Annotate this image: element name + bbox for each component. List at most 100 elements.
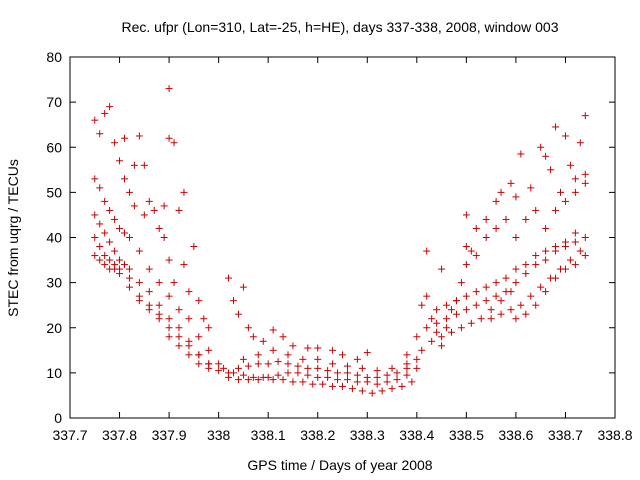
data-point	[576, 247, 584, 255]
data-point	[472, 252, 480, 260]
data-point	[170, 139, 178, 147]
data-point	[125, 283, 133, 291]
data-point	[532, 252, 540, 260]
y-tick-label: 20	[46, 320, 62, 336]
data-point	[462, 261, 470, 269]
data-point	[269, 346, 277, 354]
data-point	[383, 371, 391, 379]
data-point	[284, 360, 292, 368]
data-point	[284, 351, 292, 359]
data-point	[259, 337, 267, 345]
data-point	[552, 243, 560, 251]
data-point	[388, 385, 396, 393]
data-point	[249, 373, 257, 381]
x-tick-label: 337.9	[152, 427, 187, 443]
data-point	[428, 337, 436, 345]
data-point	[185, 342, 193, 350]
data-point	[145, 265, 153, 273]
data-point	[512, 234, 520, 241]
data-point	[130, 161, 138, 169]
data-point	[448, 328, 455, 336]
data-point	[155, 301, 163, 309]
data-point	[254, 360, 262, 368]
data-point	[165, 292, 173, 300]
data-point	[279, 333, 287, 341]
data-point	[225, 373, 233, 381]
data-point	[492, 224, 500, 232]
data-point	[571, 175, 579, 183]
data-point	[561, 132, 569, 140]
data-point	[121, 261, 128, 269]
data-point	[319, 380, 327, 388]
y-tick-label: 70	[46, 94, 62, 110]
data-point	[314, 373, 322, 381]
data-point	[155, 315, 163, 323]
data-point	[482, 297, 490, 305]
data-point	[482, 234, 490, 241]
data-point	[96, 184, 104, 192]
data-point	[220, 364, 228, 372]
data-point	[571, 238, 579, 246]
data-point	[398, 382, 406, 390]
data-point	[116, 157, 124, 165]
data-point	[581, 252, 589, 260]
data-point	[294, 369, 302, 377]
data-point	[150, 206, 158, 214]
data-point	[571, 188, 579, 196]
data-point	[423, 292, 431, 300]
data-point	[339, 382, 346, 390]
x-tick-label: 338.3	[350, 427, 385, 443]
x-tick-label: 338	[207, 427, 231, 443]
data-point	[492, 279, 500, 287]
data-point	[304, 344, 312, 352]
data-point	[234, 310, 242, 318]
data-point	[230, 297, 237, 305]
data-point	[462, 211, 470, 219]
data-point	[448, 306, 455, 314]
data-point	[403, 351, 411, 359]
data-point	[542, 152, 550, 160]
data-point	[358, 387, 366, 395]
data-point	[472, 301, 480, 309]
data-point	[329, 360, 337, 368]
data-point	[348, 385, 356, 393]
data-point	[467, 319, 475, 327]
data-point	[408, 378, 416, 386]
data-point	[175, 324, 183, 332]
data-point	[438, 265, 446, 273]
data-point	[532, 206, 540, 214]
data-point	[106, 256, 114, 264]
y-tick-label: 0	[54, 410, 62, 426]
axis-ticks: 337.7 337.8 337.9 338 338.1 338.2 338.3 338.4 33…	[46, 49, 632, 443]
data-point	[438, 333, 446, 341]
data-point	[467, 247, 475, 255]
data-point	[477, 315, 485, 323]
x-tick-label: 338.2	[300, 427, 335, 443]
data-point	[433, 319, 441, 327]
x-tick-label: 338.6	[498, 427, 533, 443]
data-point	[106, 238, 114, 246]
data-point	[452, 297, 460, 305]
data-point	[145, 288, 153, 296]
data-point	[160, 202, 168, 210]
data-point	[254, 351, 262, 359]
data-point	[542, 224, 550, 232]
data-point	[170, 279, 178, 287]
data-point	[512, 279, 520, 287]
chart-title: Rec. ufpr (Lon=310, Lat=-25, h=HE), days…	[121, 19, 558, 35]
data-point	[413, 364, 421, 372]
data-point	[190, 243, 198, 251]
plot-area	[69, 56, 616, 419]
data-point	[314, 344, 322, 352]
data-point	[125, 265, 133, 273]
data-point	[101, 261, 109, 269]
data-point	[91, 234, 99, 241]
data-point	[581, 170, 589, 178]
data-point	[264, 360, 272, 368]
data-point	[116, 224, 124, 232]
data-point	[200, 315, 208, 323]
data-point	[532, 261, 540, 269]
data-point	[215, 360, 223, 368]
data-point	[393, 376, 401, 384]
